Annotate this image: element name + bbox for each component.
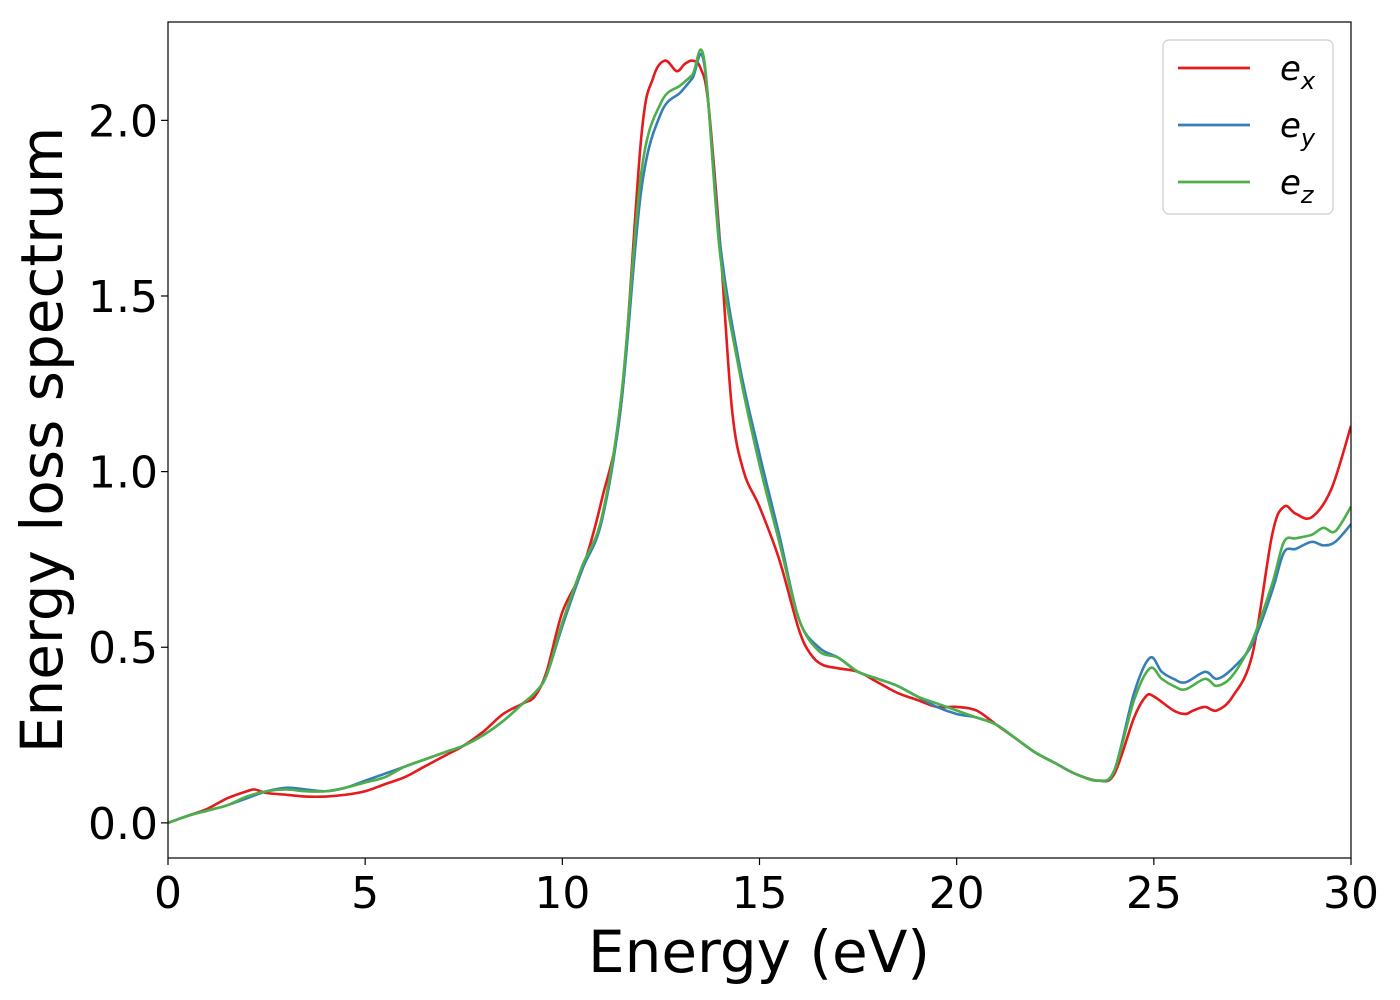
x-axis-label: Energy (eV)	[588, 918, 930, 986]
legend-label-subscript: z	[1300, 181, 1315, 209]
series-line-ex	[168, 59, 1351, 825]
y-tick-label: 1.0	[88, 448, 158, 499]
series-layer	[168, 48, 1351, 825]
x-tick-label: 15	[732, 868, 788, 919]
legend-label-subscript: y	[1300, 124, 1316, 152]
y-axis: 0.0 0.5 1.0 1.5 2.0	[88, 96, 168, 850]
y-tick-label: 1.5	[88, 272, 158, 323]
y-axis-label: Energy loss spectrum	[8, 127, 76, 753]
series-line-ez	[168, 48, 1351, 825]
legend-label-base: e	[1280, 106, 1301, 146]
legend-label-ex: ex	[1280, 49, 1316, 95]
legend-label-base: e	[1280, 163, 1301, 203]
y-tick-label: 0.0	[88, 799, 158, 850]
legend-label-base: e	[1280, 49, 1301, 89]
x-tick-label: 30	[1323, 868, 1379, 919]
x-tick-label: 25	[1126, 868, 1182, 919]
x-tick-label: 5	[351, 868, 379, 919]
legend-box	[1162, 39, 1334, 215]
x-tick-label: 20	[929, 868, 985, 919]
legend-label-subscript: x	[1300, 67, 1316, 95]
x-tick-label: 0	[154, 868, 182, 919]
legend-label-ez: ez	[1280, 163, 1315, 209]
y-tick-label: 2.0	[88, 96, 158, 147]
y-tick-label: 0.5	[88, 623, 158, 674]
x-axis: 0 5 10 15 20 25 30	[154, 858, 1379, 919]
legend-label-ey: ey	[1280, 106, 1316, 152]
x-tick-label: 10	[534, 868, 590, 919]
series-line-ey	[168, 52, 1351, 825]
